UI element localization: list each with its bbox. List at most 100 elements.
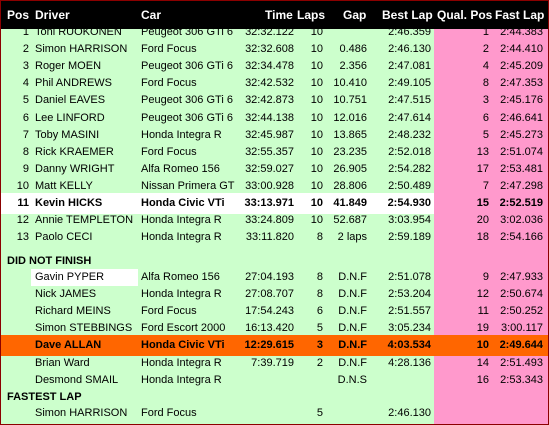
gap-cell: D.N.S [337, 373, 367, 386]
fast-lap-cell: 2:47.933 [500, 271, 543, 283]
driver-cell: Lee LINFORD [35, 111, 105, 124]
best-lap-cell: 2:46.130 [388, 43, 431, 56]
laps-cell: 8 [316, 271, 323, 283]
gap-cell: 2.356 [339, 60, 367, 73]
gap-cell: 10.751 [333, 94, 367, 107]
car-cell: Peugeot 306 GTi 6 [141, 94, 233, 107]
qual-pos-cell: 13 [476, 145, 489, 158]
best-lap-cell: 2:52.018 [388, 145, 431, 158]
qual-pos-cell: 16 [476, 373, 489, 386]
qual-pos-cell: 10 [476, 339, 489, 352]
header-driver: Driver [35, 8, 70, 22]
header-time: Time [265, 8, 293, 22]
table-row: 4 Phil ANDREWS Ford Focus 32:42.532 10 10.410… [1, 73, 548, 94]
gap-cell: 13.865 [333, 128, 367, 141]
table-row: Simon STEBBINGS Ford Escort 2000 16:13.420… [1, 318, 548, 339]
row-highlight [1, 193, 434, 214]
pos-cell: 12 [16, 214, 29, 227]
table-row: 5 Daniel EAVES Peugeot 306 GTi 6 32:42.873 1… [1, 90, 548, 111]
table-row: Gavin PYPER Alfa Romeo 156 27:04.193 8 D.N.F… [1, 267, 548, 288]
fastest-lap-section-title: FASTEST LAP [7, 391, 82, 403]
driver-cell: Desmond SMAIL [35, 373, 119, 386]
car-cell: Ford Focus [141, 77, 197, 90]
qual-pos-cell: 18 [476, 231, 489, 244]
best-lap-cell: 2:54.930 [387, 197, 431, 209]
qual-pos-cell: 12 [476, 288, 489, 301]
gap-cell: 28.806 [333, 179, 367, 192]
fastest-lap-time: 2:46.130 [388, 407, 431, 419]
fastest-lap-car: Ford Focus [141, 407, 197, 419]
pos-cell: 4 [22, 77, 29, 90]
header-gap: Gap [343, 8, 367, 22]
header-fast-lap: Fast Lap [495, 8, 545, 22]
table-row: 7 Toby MASINI Honda Integra R 32:45.987 10 13… [1, 125, 548, 146]
best-lap-cell: 4:28.136 [388, 356, 431, 369]
gap-cell: 0.486 [339, 43, 367, 56]
driver-cell: Nick JAMES [35, 288, 97, 301]
header-qual-pos: Qual. Pos [437, 8, 493, 22]
pos-cell: 9 [22, 162, 29, 175]
best-lap-cell: 2:59.189 [388, 231, 431, 244]
qual-pos-cell: 15 [476, 197, 489, 209]
table-row: 11 Kevin HICKS Honda Civic VTi 33:13.971 10 4… [1, 193, 548, 214]
time-cell: 32:32.608 [245, 43, 294, 56]
pos-cell: 2 [22, 43, 29, 56]
driver-cell: Toni RUOKONEN [35, 26, 122, 38]
table-row: 1 Toni RUOKONEN Peugeot 306 GTi 6 32:32.122… [1, 22, 548, 43]
fast-lap-cell: 2:51.493 [500, 356, 543, 369]
fast-lap-cell: 2:45.209 [500, 60, 543, 73]
table-row: Brian Ward Honda Integra R 7:39.719 2 D.N.F 4… [1, 353, 548, 374]
laps-cell: 10 [310, 128, 323, 141]
fast-lap-cell: 2:45.273 [500, 128, 543, 141]
laps-cell: 5 [316, 322, 323, 335]
laps-cell: 3 [316, 339, 323, 352]
time-cell: 27:04.193 [245, 271, 294, 283]
best-lap-cell: 3:03.954 [388, 214, 431, 227]
car-cell: Honda Civic VTi [141, 339, 225, 352]
fast-lap-cell: 2:47.353 [500, 77, 543, 90]
fast-lap-cell: 2:51.074 [500, 145, 543, 158]
gap-cell: 41.849 [333, 197, 367, 209]
laps-cell: 8 [316, 231, 323, 244]
table-row: 9 Danny WRIGHT Alfa Romeo 156 32:59.027 10 26… [1, 159, 548, 180]
best-lap-cell: 2:54.282 [388, 162, 431, 175]
gap-cell: D.N.F [338, 339, 367, 352]
driver-cell: Gavin PYPER [31, 269, 138, 286]
qual-pos-cell: 9 [482, 271, 489, 283]
car-cell: Ford Escort 2000 [141, 322, 226, 335]
car-cell: Honda Integra R [141, 356, 222, 369]
car-cell: Honda Integra R [141, 214, 222, 227]
driver-cell: Danny WRIGHT [35, 162, 115, 175]
laps-cell: 10 [310, 214, 323, 227]
time-cell: 33:11.820 [245, 231, 294, 244]
gap-cell: 23.235 [333, 145, 367, 158]
laps-cell: 10 [310, 145, 323, 158]
laps-cell: 10 [310, 60, 323, 73]
best-lap-cell: 2:48.232 [388, 128, 431, 141]
time-cell: 32:44.138 [245, 111, 294, 124]
time-cell: 32:34.478 [245, 60, 294, 73]
gap-cell: 12.016 [333, 111, 367, 124]
time-cell: 33:13.971 [244, 197, 294, 209]
car-cell: Honda Integra R [141, 128, 222, 141]
laps-cell: 2 [316, 356, 323, 369]
car-cell: Honda Integra R [141, 373, 222, 386]
driver-cell: Annie TEMPLETON [35, 214, 134, 227]
laps-cell: 6 [316, 305, 323, 318]
fast-lap-cell: 2:52.519 [499, 197, 543, 209]
fast-lap-cell: 2:46.641 [500, 111, 543, 124]
car-cell: Peugeot 306 GTi 6 [141, 60, 233, 73]
pos-cell: 10 [16, 179, 29, 192]
laps-cell: 10 [310, 94, 323, 107]
fast-lap-cell: 2:45.176 [500, 94, 543, 107]
qual-pos-cell: 19 [476, 322, 489, 335]
time-cell: 27:08.707 [245, 288, 294, 301]
gap-cell: D.N.F [338, 322, 367, 335]
time-cell: 33:24.809 [245, 214, 294, 227]
qual-pos-cell: 7 [482, 179, 489, 192]
table-row: 2 Simon HARRISON Ford Focus 32:32.608 10 0.48… [1, 39, 548, 60]
laps-cell: 8 [316, 288, 323, 301]
car-cell: Alfa Romeo 156 [141, 162, 220, 175]
driver-cell: Roger MOEN [35, 60, 102, 73]
